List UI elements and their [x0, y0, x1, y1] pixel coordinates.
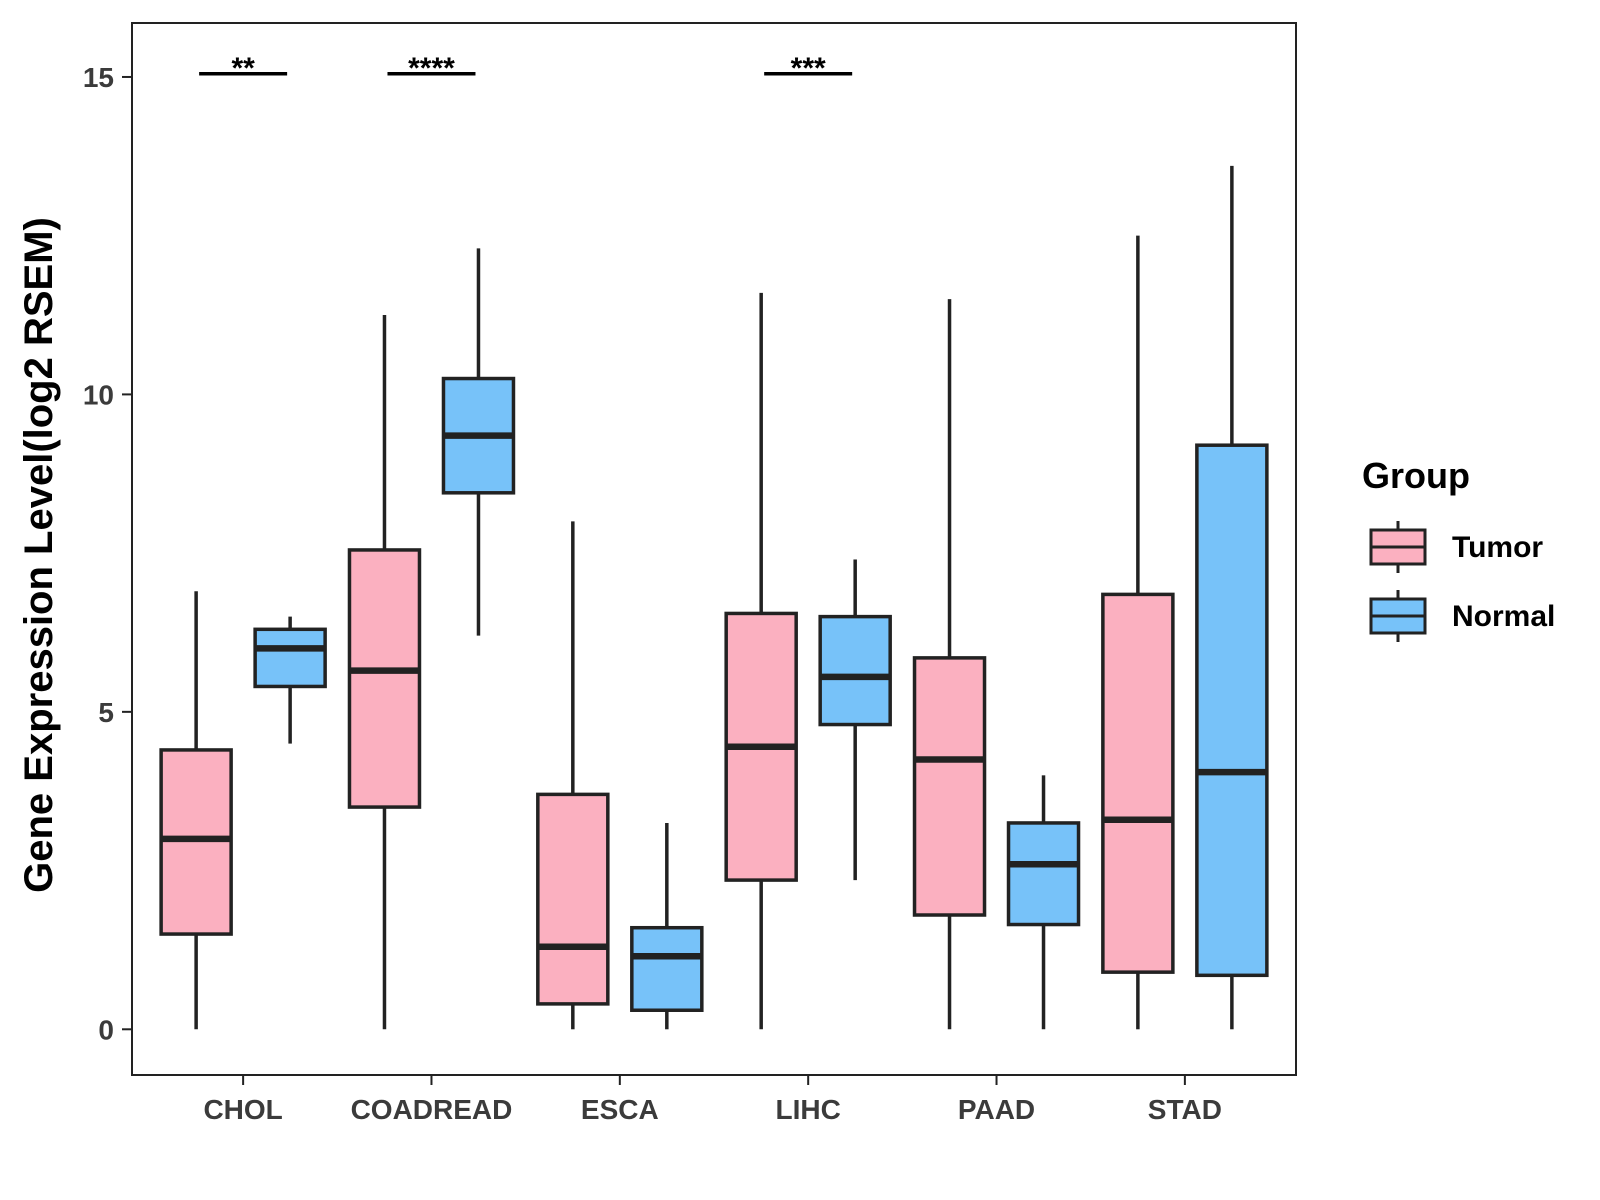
y-axis-title: Gene Expression Level(log2 RSEM)	[17, 217, 61, 893]
significance-lihc: ***	[764, 52, 853, 85]
x-tick-label: COADREAD	[351, 1094, 513, 1125]
plot-panel-border	[131, 22, 1297, 1076]
axes-layer: 0 5 10 15 CHOL COADREAD ESCA LIHC PAAD STAD	[83, 22, 1297, 1125]
legend-item-normal: Normal	[1369, 590, 1555, 642]
box-iqr	[818, 614, 892, 727]
legend: Group Tumor Normal	[1362, 455, 1555, 642]
box-normal-paad	[1006, 775, 1081, 1030]
y-tick-label: 10	[83, 379, 114, 410]
legend-label: Tumor	[1452, 531, 1543, 564]
box-tumor-coadread	[347, 315, 422, 1030]
y-tick-label: 0	[98, 1014, 114, 1045]
boxes-layer	[159, 165, 1269, 1030]
legend-item-tumor: Tumor	[1369, 521, 1543, 573]
box-iqr	[1006, 821, 1081, 927]
box-normal-chol	[253, 616, 327, 744]
box-tumor-lihc	[724, 292, 798, 1030]
box-tumor-chol	[159, 591, 233, 1030]
y-tick-label: 15	[83, 62, 114, 93]
box-tumor-paad	[912, 299, 987, 1030]
box-iqr	[253, 627, 327, 689]
box-tumor-esca	[536, 521, 610, 1030]
box-normal-coadread	[441, 248, 516, 636]
significance-coadread: ****	[387, 52, 476, 85]
x-tick-label: LIHC	[776, 1094, 841, 1125]
y-tick-label: 5	[98, 697, 114, 728]
significance-chol: **	[199, 52, 288, 85]
legend-label: Normal	[1452, 600, 1555, 633]
x-tick-label: CHOL	[203, 1094, 282, 1125]
box-iqr	[1101, 592, 1175, 974]
box-normal-esca	[630, 822, 704, 1030]
box-normal-lihc	[818, 559, 892, 881]
box-iqr	[912, 656, 987, 917]
box-iqr	[536, 792, 610, 1006]
significance-label: ****	[408, 52, 455, 85]
x-tick-label: PAAD	[958, 1094, 1035, 1125]
box-iqr	[630, 925, 704, 1012]
x-tick-label: ESCA	[581, 1094, 659, 1125]
box-iqr	[1195, 443, 1269, 978]
x-tick-label: STAD	[1148, 1094, 1222, 1125]
legend-title: Group	[1362, 455, 1470, 496]
box-tumor-stad	[1101, 235, 1175, 1030]
box-iqr	[347, 548, 422, 809]
significance-label: ***	[791, 52, 826, 85]
box-normal-stad	[1195, 165, 1269, 1030]
significance-layer: ** **** ***	[199, 52, 853, 85]
significance-label: **	[231, 52, 255, 85]
legend-items: Tumor Normal	[1369, 521, 1555, 642]
